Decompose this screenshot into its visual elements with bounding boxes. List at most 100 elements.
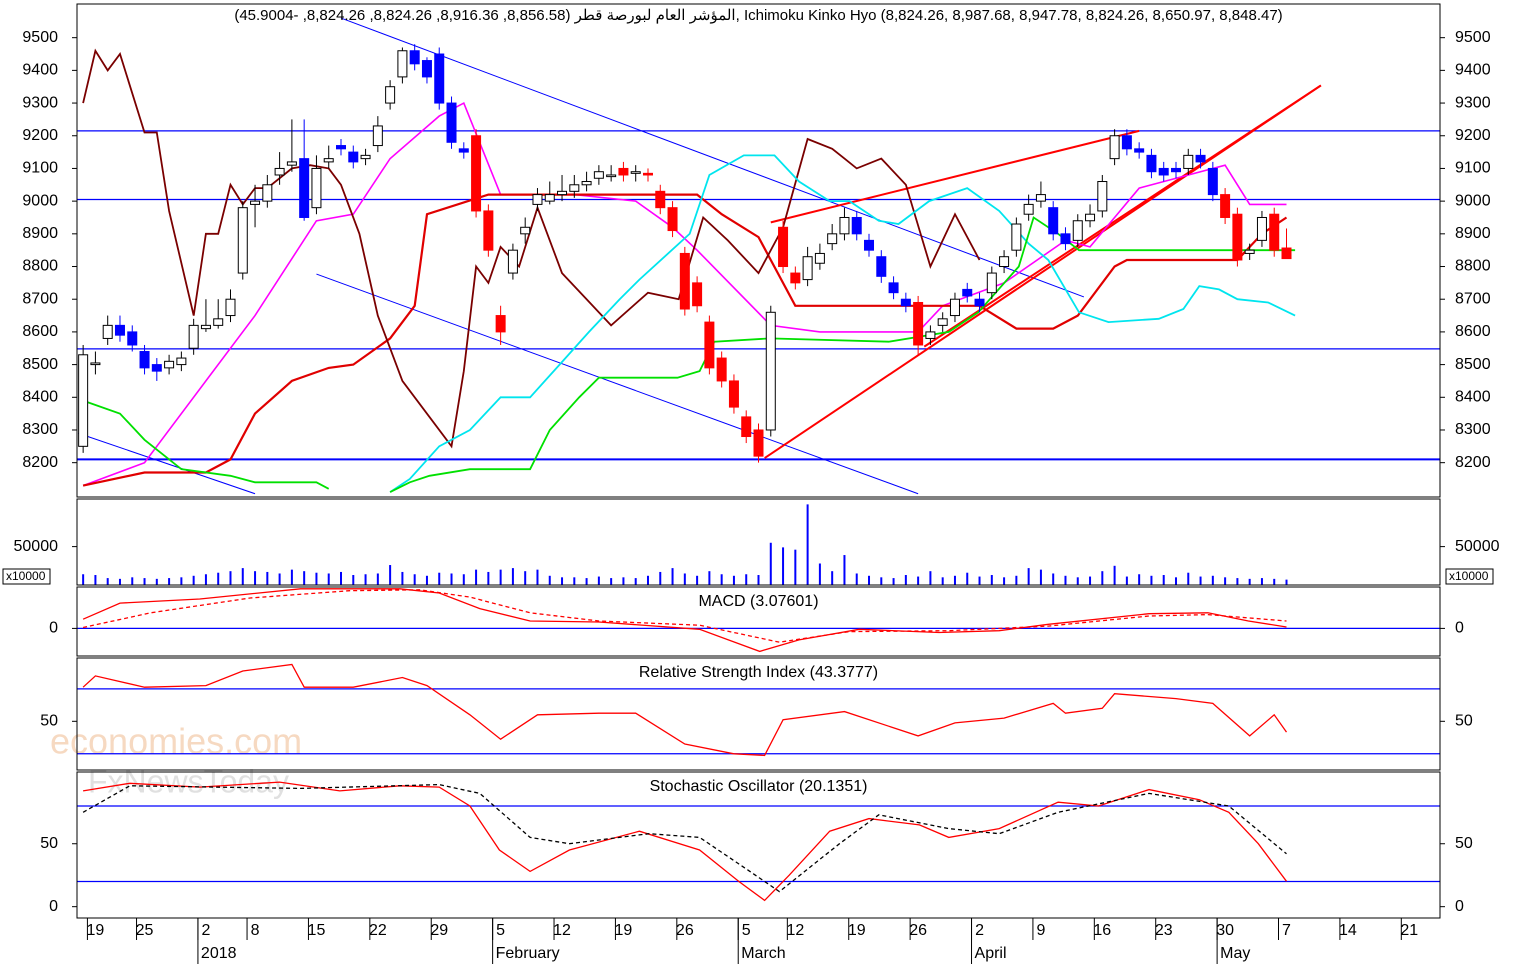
series-line	[82, 781, 1288, 902]
y-tick-label: 50	[40, 713, 58, 730]
x-tick-label: 19	[848, 922, 866, 939]
panel-title: Stochastic Oscillator (20.1351)	[650, 778, 868, 795]
candle-body	[188, 324, 199, 349]
volume-bar	[118, 578, 121, 585]
x-tick-label: 26	[909, 922, 927, 939]
candle-body	[164, 360, 175, 369]
candle-body	[1220, 194, 1231, 218]
candle-body	[311, 167, 322, 209]
y-tick-label: 0	[1455, 620, 1464, 637]
volume-bar	[1248, 578, 1251, 585]
x-tick-label: 26	[676, 922, 694, 939]
y-tick-label: 50	[40, 835, 58, 852]
volume-bar	[290, 569, 293, 585]
x-tick-label: 23	[1155, 922, 1173, 939]
watermark: economies.com	[50, 721, 302, 762]
panel-frame	[76, 3, 1441, 498]
candle-body	[507, 249, 518, 274]
candle-body	[606, 174, 617, 178]
candle-body	[851, 216, 862, 235]
trend-line	[340, 17, 1085, 298]
candle-body	[569, 184, 580, 192]
x-tick-label: 21	[1400, 922, 1418, 939]
candle-body	[262, 184, 273, 202]
candle-body	[1269, 213, 1280, 251]
y-tick-label: 0	[49, 620, 58, 637]
candle-body	[114, 324, 125, 336]
volume-bar	[94, 575, 97, 585]
unit-label: x10000	[6, 569, 46, 583]
candle-body	[900, 298, 911, 307]
y-tick-label: 50000	[14, 538, 59, 555]
volume-bar	[646, 575, 649, 585]
candle-body	[999, 256, 1010, 268]
candle-body	[581, 181, 592, 186]
candle-body	[1158, 167, 1169, 176]
y-tick-label: 50	[1455, 713, 1473, 730]
x-tick-label: 30	[1216, 922, 1234, 939]
volume-bar	[438, 572, 441, 585]
volume-bar	[941, 577, 944, 585]
volume-bar	[278, 573, 281, 585]
y-tick-label: 9400	[1455, 62, 1491, 79]
candle-body	[593, 171, 604, 179]
candle-body	[127, 331, 138, 346]
y-tick-label: 50	[1455, 835, 1473, 852]
candle-body	[1134, 148, 1145, 153]
candle-body	[1011, 223, 1022, 251]
volume-bar	[1273, 578, 1276, 585]
volume-bar	[610, 578, 613, 585]
volume-bar	[745, 574, 748, 585]
candle-body	[409, 50, 420, 65]
y-tick-label: 9200	[1455, 127, 1491, 144]
candle-body	[200, 324, 211, 330]
panel	[82, 504, 1288, 585]
volume-bar	[82, 574, 85, 585]
candle-body	[385, 86, 396, 104]
candle-body	[336, 145, 347, 150]
trend-line	[770, 129, 1140, 224]
volume-bar	[855, 573, 858, 585]
y-tick-label: 8400	[1455, 389, 1491, 406]
candle-body	[458, 148, 469, 153]
y-tick-label: 8200	[1455, 454, 1491, 471]
volume-bar	[143, 578, 146, 585]
candle-body	[1060, 233, 1071, 245]
candle-body	[483, 210, 494, 251]
volume-bar	[254, 571, 257, 585]
panel-frame	[76, 771, 1441, 919]
volume-bar	[413, 574, 416, 585]
candle-body	[876, 256, 887, 277]
candle-body	[974, 298, 985, 307]
volume-bar	[303, 571, 306, 585]
series-line	[82, 589, 1287, 643]
candle-body	[741, 416, 752, 438]
y-tick-label: 8700	[1455, 290, 1491, 307]
volume-bar	[155, 578, 158, 585]
panel	[77, 781, 1440, 902]
volume-bar	[953, 575, 956, 585]
candle-body	[532, 194, 543, 205]
x-tick-label: 29	[430, 922, 448, 939]
volume-bar	[585, 578, 588, 585]
x-tick-label: 8	[251, 922, 260, 939]
panel-title: Relative Strength Index (43.3777)	[639, 664, 878, 681]
volume-bar	[561, 577, 564, 585]
volume-bar	[573, 577, 576, 585]
y-tick-label: 9500	[1455, 29, 1491, 46]
candle-body	[630, 171, 641, 174]
candle-body	[1023, 203, 1034, 215]
candle-body	[962, 288, 973, 297]
volume-bar	[990, 575, 993, 585]
volume-bar	[1027, 568, 1030, 585]
candle-body	[1183, 154, 1194, 169]
candle-body	[802, 256, 813, 281]
candle-body	[213, 318, 224, 326]
volume-bar	[880, 577, 883, 585]
volume-bar	[1113, 565, 1116, 585]
month-label: February	[496, 945, 560, 962]
x-tick-label: 12	[786, 922, 804, 939]
series-line	[82, 588, 1287, 653]
volume-bar	[352, 575, 355, 585]
